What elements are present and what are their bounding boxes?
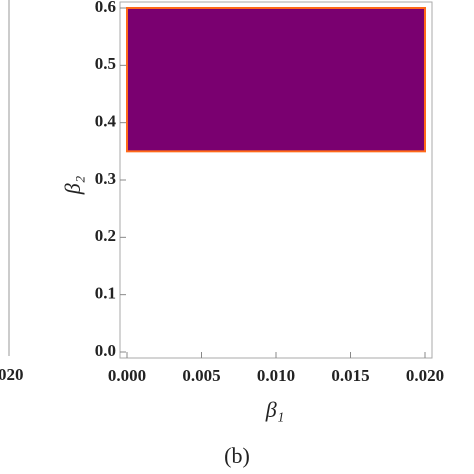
y-tick-label: 0.6 <box>95 0 116 16</box>
y-tick-label: 0.1 <box>95 284 116 303</box>
y-tick-label: 0.0 <box>95 341 116 360</box>
x-tick-label: 0.005 <box>182 366 220 385</box>
y-tick-label: 0.2 <box>95 226 116 245</box>
region <box>126 7 426 153</box>
neighbor-tick-label: 020 <box>0 365 24 384</box>
x-tick-label: 0.000 <box>108 366 146 385</box>
x-tick-label: 0.020 <box>406 366 444 385</box>
y-axis-label: β₂ <box>60 175 85 195</box>
y-tick-label: 0.5 <box>95 54 116 73</box>
x-tick-label: 0.015 <box>331 366 369 385</box>
x-tick-label: 0.010 <box>257 366 295 385</box>
x-axis-label: β₁ <box>265 397 285 422</box>
y-tick-label: 0.3 <box>95 169 116 188</box>
caption: (b) <box>224 443 250 468</box>
y-tick-label: 0.4 <box>95 112 117 131</box>
